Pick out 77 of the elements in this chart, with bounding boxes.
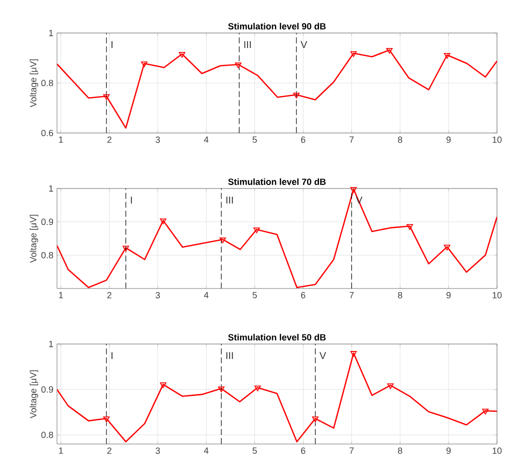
point xyxy=(103,416,110,422)
x-tick-label: 9 xyxy=(446,292,451,298)
x-tick-label: 3 xyxy=(156,448,160,454)
x-tick-label: 6 xyxy=(301,448,306,454)
x-tick-label: 9 xyxy=(446,136,451,143)
y-tick-label: 1 xyxy=(49,340,54,348)
ref-line-label: III xyxy=(226,196,233,204)
point xyxy=(350,351,357,357)
x-tick-label: 1 xyxy=(59,448,63,454)
x-tick-label: 6 xyxy=(301,136,306,143)
y-tick-label: 0.8 xyxy=(41,252,54,258)
point xyxy=(235,62,242,68)
x-tick-label: 6 xyxy=(301,292,306,298)
x-tick-label: 7 xyxy=(350,448,354,454)
y-axis-title: Voltage [μV] xyxy=(30,59,38,108)
ref-line-label: V xyxy=(320,352,326,360)
x-tick-label: 5 xyxy=(252,448,257,454)
x-tick-label: 10 xyxy=(492,292,502,298)
x-tick-label: 10 xyxy=(492,136,502,143)
y-tick-label: 0.8 xyxy=(41,80,54,86)
x-tick-label: 2 xyxy=(107,292,112,298)
x-tick-label: 5 xyxy=(252,136,257,143)
x-tick-label: 3 xyxy=(156,292,160,298)
y-tick-label: 0.9 xyxy=(41,218,54,226)
y-tick-label: 1 xyxy=(49,30,54,36)
x-tick-label: 4 xyxy=(204,292,208,298)
point xyxy=(387,383,394,389)
point xyxy=(312,416,318,422)
point xyxy=(160,382,166,388)
line-series xyxy=(57,49,498,129)
x-tick-label: 2 xyxy=(107,136,112,143)
x-tick-label: 4 xyxy=(204,448,208,454)
ref-line-label: I xyxy=(130,196,132,204)
point xyxy=(293,92,300,98)
chart-title: Stimulation level 90 dB xyxy=(228,22,326,30)
point xyxy=(350,51,357,57)
ref-line-label: V xyxy=(300,41,308,48)
point xyxy=(350,187,357,193)
y-tick-label: 1 xyxy=(49,185,54,192)
ref-line-label: III xyxy=(244,41,251,48)
ref-line-label: III xyxy=(226,352,233,360)
x-tick-label: 8 xyxy=(398,136,402,143)
x-tick-label: 7 xyxy=(350,292,354,298)
y-tick-label: 0.6 xyxy=(41,130,54,136)
x-tick-label: 1 xyxy=(59,136,63,143)
y-axis-title: Voltage [μV] xyxy=(30,370,38,418)
point xyxy=(253,227,260,234)
point xyxy=(103,94,110,100)
point xyxy=(178,52,186,58)
point xyxy=(160,218,166,224)
point xyxy=(444,52,450,59)
chart-title: Stimulation level 50 dB xyxy=(228,334,326,340)
point xyxy=(386,48,393,54)
point xyxy=(406,224,413,230)
point xyxy=(444,244,450,250)
chart-title: Stimulation level 70 dB xyxy=(228,178,326,185)
x-tick-label: 1 xyxy=(59,292,63,298)
x-tick-label: 2 xyxy=(107,448,112,454)
x-tick-label: 8 xyxy=(398,448,402,454)
point xyxy=(482,408,489,414)
point xyxy=(122,246,130,252)
line-series xyxy=(57,352,498,442)
y-axis-title: Voltage [μV] xyxy=(30,214,38,263)
y-tick-label: 0.8 xyxy=(41,432,54,438)
y-tick-label: 0.9 xyxy=(41,386,54,393)
x-tick-label: 7 xyxy=(350,136,354,143)
x-tick-label: 10 xyxy=(492,448,502,454)
x-tick-label: 3 xyxy=(156,136,160,143)
x-tick-label: 8 xyxy=(398,292,402,298)
point xyxy=(218,386,224,392)
x-tick-label: 9 xyxy=(446,448,451,454)
x-tick-label: 4 xyxy=(204,136,208,143)
point xyxy=(254,386,261,392)
point xyxy=(220,237,226,244)
line-series xyxy=(57,188,498,288)
point xyxy=(141,61,148,68)
x-tick-label: 5 xyxy=(252,292,257,298)
